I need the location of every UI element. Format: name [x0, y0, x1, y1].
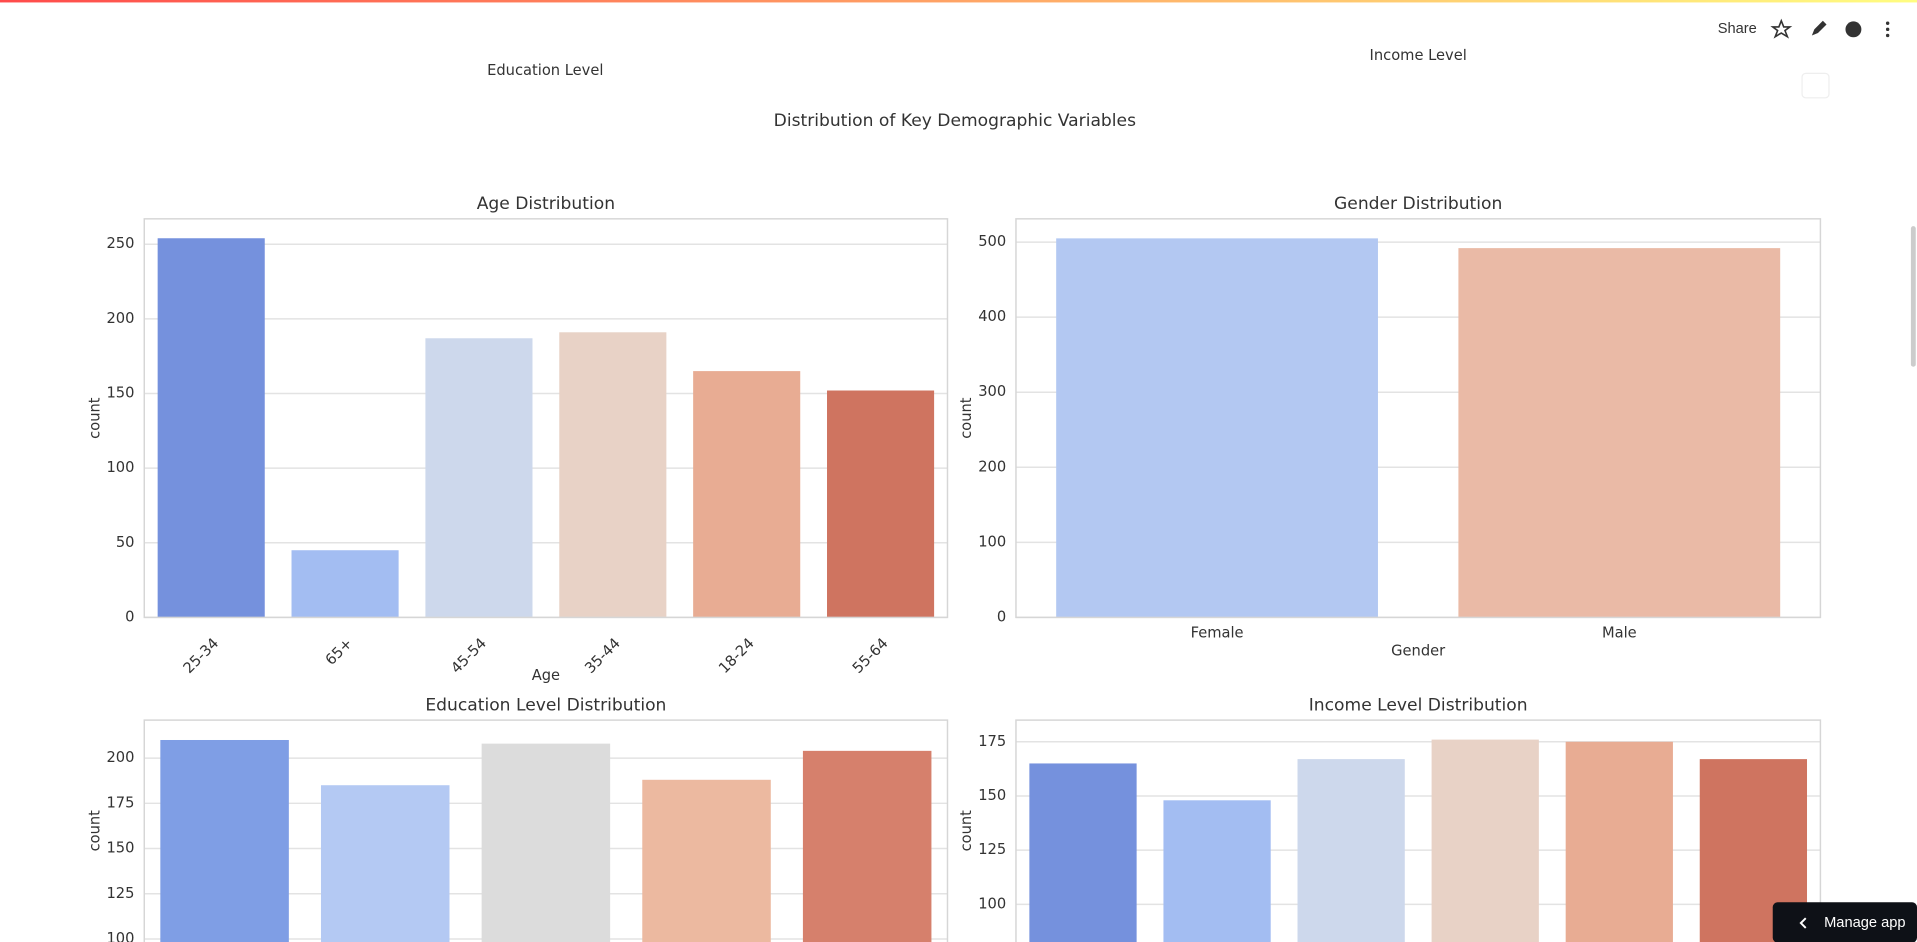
y-axis-label: count — [958, 810, 975, 852]
y-tick-label: 200 — [106, 749, 134, 766]
y-tick-label: 125 — [978, 841, 1006, 858]
plot-area — [144, 218, 948, 618]
github-icon[interactable] — [1845, 21, 1862, 38]
y-tick-label: 175 — [978, 733, 1006, 750]
y-tick-label: 175 — [106, 794, 134, 811]
bar — [1029, 763, 1137, 942]
bar — [693, 371, 801, 618]
y-tick-label: 150 — [106, 840, 134, 857]
bar — [320, 785, 450, 942]
y-tick-label: 150 — [978, 787, 1006, 804]
y-tick-label: 100 — [106, 930, 134, 942]
bar — [642, 779, 771, 942]
bar — [1056, 238, 1378, 618]
bar — [1163, 800, 1271, 942]
y-axis-label: count — [958, 397, 975, 439]
bar — [1297, 759, 1405, 942]
bar — [1431, 739, 1539, 942]
axes-frame — [143, 218, 949, 619]
y-tick-label: 0 — [125, 608, 134, 625]
bar — [559, 332, 667, 618]
x-tick-label: 45-54 — [448, 635, 490, 677]
y-tick-label: 125 — [106, 885, 134, 902]
chart-title: Gender Distribution — [1334, 194, 1502, 214]
y-axis-label: count — [86, 397, 103, 439]
bar — [425, 338, 533, 618]
bar — [481, 743, 611, 942]
x-tick-label: 35-44 — [582, 635, 624, 677]
figure-title: Distribution of Key Demographic Variable… — [774, 111, 1136, 131]
x-tick-label: 65+ — [322, 635, 356, 669]
y-tick-label: 100 — [978, 895, 1006, 912]
star-icon[interactable] — [1770, 18, 1793, 39]
bar — [802, 750, 932, 942]
y-tick-label: 500 — [978, 233, 1006, 250]
chevron-icon — [1799, 917, 1807, 929]
menu-icon[interactable] — [1885, 21, 1890, 38]
y-tick-label: 0 — [997, 608, 1006, 625]
y-tick-label: 150 — [106, 384, 134, 401]
chart-title: Age Distribution — [477, 194, 615, 214]
fullscreen-button[interactable] — [1801, 72, 1830, 99]
y-tick-label: 250 — [106, 235, 134, 252]
bar — [291, 550, 399, 618]
y-tick-label: 200 — [978, 458, 1006, 475]
figure: Age Distribution 0 50 100 150 200 250 25-34 65+ 4… — [86, 194, 1822, 942]
x-tick-label: 25-34 — [180, 635, 222, 677]
manage-app-label[interactable]: Manage app — [1824, 915, 1906, 931]
decoration-bar — [0, 0, 1917, 3]
share-button[interactable]: Share — [1718, 21, 1757, 37]
scrollbar[interactable] — [1910, 226, 1916, 367]
bar — [157, 238, 265, 618]
x-tick-label: 55-64 — [849, 635, 891, 677]
y-tick-label: 200 — [106, 310, 134, 327]
y-tick-label: 100 — [106, 459, 134, 476]
y-axis-label: count — [86, 810, 103, 852]
bar — [827, 390, 935, 618]
chart-title: Income Level Distribution — [1309, 695, 1528, 715]
chart-title: Education Level Distribution — [425, 695, 666, 715]
bar — [1565, 741, 1673, 942]
x-axis-label: Age — [532, 667, 560, 684]
x-tick-label: Female — [1191, 624, 1244, 641]
edit-icon[interactable] — [1811, 20, 1827, 36]
y-tick-label: 300 — [978, 383, 1006, 400]
x-tick-label: Male — [1602, 624, 1637, 641]
axes-frame — [143, 719, 949, 942]
x-axis-label: Gender — [1391, 643, 1446, 660]
cut-label: Education Level — [487, 62, 603, 79]
x-tick-label: 18-24 — [716, 635, 758, 677]
y-tick-label: 50 — [116, 534, 135, 551]
manage-app-button[interactable] — [1772, 902, 1917, 942]
cut-label: Income Level — [1370, 47, 1467, 64]
bar — [160, 739, 289, 942]
axes-frame — [1015, 218, 1822, 619]
bar — [1458, 248, 1781, 618]
y-tick-label: 400 — [978, 308, 1006, 325]
y-tick-label: 100 — [978, 533, 1006, 550]
